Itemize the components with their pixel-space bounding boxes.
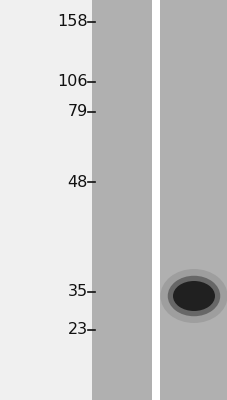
Bar [151, 0, 159, 400]
Ellipse shape [160, 269, 227, 323]
Ellipse shape [167, 276, 219, 316]
Text: 79: 79 [67, 104, 88, 120]
Bar [159, 0, 227, 400]
Text: 48: 48 [67, 174, 88, 190]
Text: 23: 23 [68, 322, 88, 338]
Text: 158: 158 [57, 14, 88, 30]
Text: 35: 35 [68, 284, 88, 300]
Ellipse shape [172, 281, 214, 311]
Bar [92, 0, 151, 400]
Text: 106: 106 [57, 74, 88, 90]
